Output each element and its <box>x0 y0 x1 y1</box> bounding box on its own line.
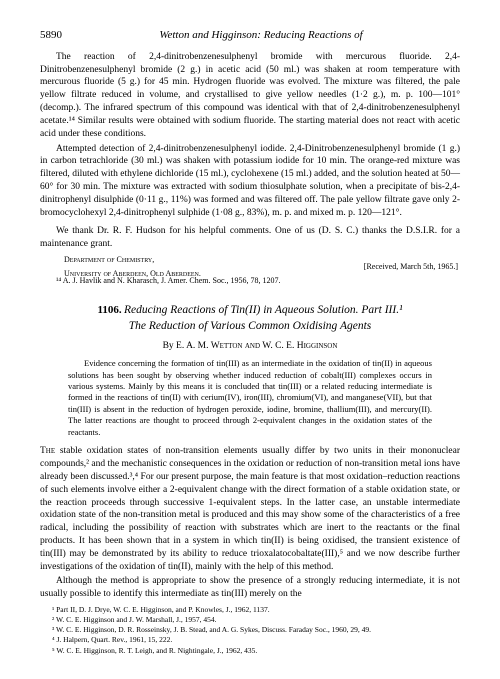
authors-line: By E. A. M. Wetton and W. C. E. Higginso… <box>40 340 460 353</box>
footnotes-block: ¹ Part II, D. J. Drye, W. C. E. Higginso… <box>40 605 460 656</box>
section-divider <box>40 287 460 303</box>
by-label: By <box>163 341 176 351</box>
para-lead: The <box>40 446 60 456</box>
author-names: E. A. M. Wetton and W. C. E. Higginson <box>176 341 337 351</box>
reaction-para-2: Attempted detection of 2,4-dinitrobenzen… <box>40 143 460 220</box>
para-body: stable oxidation states of non-transitio… <box>40 446 460 571</box>
article-number: 1106. <box>97 304 121 316</box>
reaction-para-1: The reaction of 2,4-dinitrobenzenesulphe… <box>40 51 460 141</box>
footnote-1: ¹ Part II, D. J. Drye, W. C. E. Higginso… <box>40 605 460 615</box>
acknowledgment: We thank Dr. R. F. Hudson for his helpfu… <box>40 225 460 251</box>
running-header: Wetton and Higginson: Reducing Reactions… <box>62 28 460 43</box>
body-paragraph-2: Although the method is appropriate to sh… <box>40 575 460 601</box>
abstract-text: Evidence concerning the formation of tin… <box>68 358 432 438</box>
footnote-5: ⁵ W. C. E. Higginson, R. T. Leigh, and R… <box>40 646 460 656</box>
footnote-4: ⁴ J. Halpern, Quart. Rev., 1961, 15, 222… <box>40 635 460 645</box>
article-title-line-2: The Reduction of Various Common Oxidisin… <box>129 320 372 332</box>
footnote-3: ³ W. C. E. Higginson, D. R. Rosseinsky, … <box>40 625 460 635</box>
abstract: Evidence concerning the formation of tin… <box>40 358 460 438</box>
footnote-14: ¹⁴ A. J. Havlik and N. Kharasch, J. Amer… <box>40 276 460 287</box>
body-paragraph-1: The stable oxidation states of non-trans… <box>40 445 460 573</box>
page-header: 5890 Wetton and Higginson: Reducing Reac… <box>40 28 460 43</box>
article-title-block: 1106. Reducing Reactions of Tin(II) in A… <box>40 303 460 334</box>
article-title-line-1: Reducing Reactions of Tin(II) in Aqueous… <box>124 304 403 316</box>
footnote-2: ² W. C. E. Higginson and J. W. Marshall,… <box>40 615 460 625</box>
page-number: 5890 <box>40 28 62 43</box>
